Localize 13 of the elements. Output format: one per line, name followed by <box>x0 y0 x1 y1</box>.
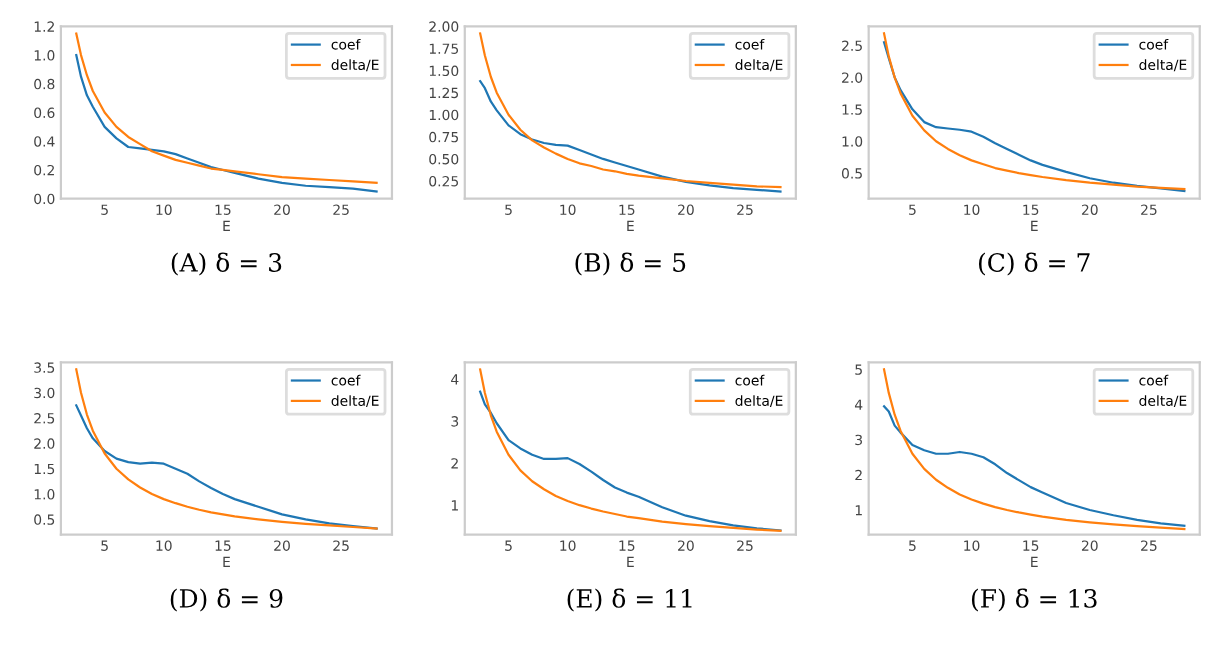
line-series <box>479 32 782 189</box>
text: (D) δ = 9 <box>170 588 283 612</box>
text: (A) δ = 3 <box>171 252 282 276</box>
line-series <box>75 32 378 184</box>
text: (F) δ = 13 <box>971 588 1097 612</box>
text: (C) δ = 7 <box>978 252 1090 276</box>
text: (B) δ = 5 <box>575 252 686 276</box>
line-series <box>882 368 1186 531</box>
line-series <box>479 80 782 193</box>
line-series <box>75 368 378 530</box>
line-series <box>75 54 378 193</box>
text: (E) δ = 11 <box>567 588 692 612</box>
line-series <box>882 405 1186 527</box>
